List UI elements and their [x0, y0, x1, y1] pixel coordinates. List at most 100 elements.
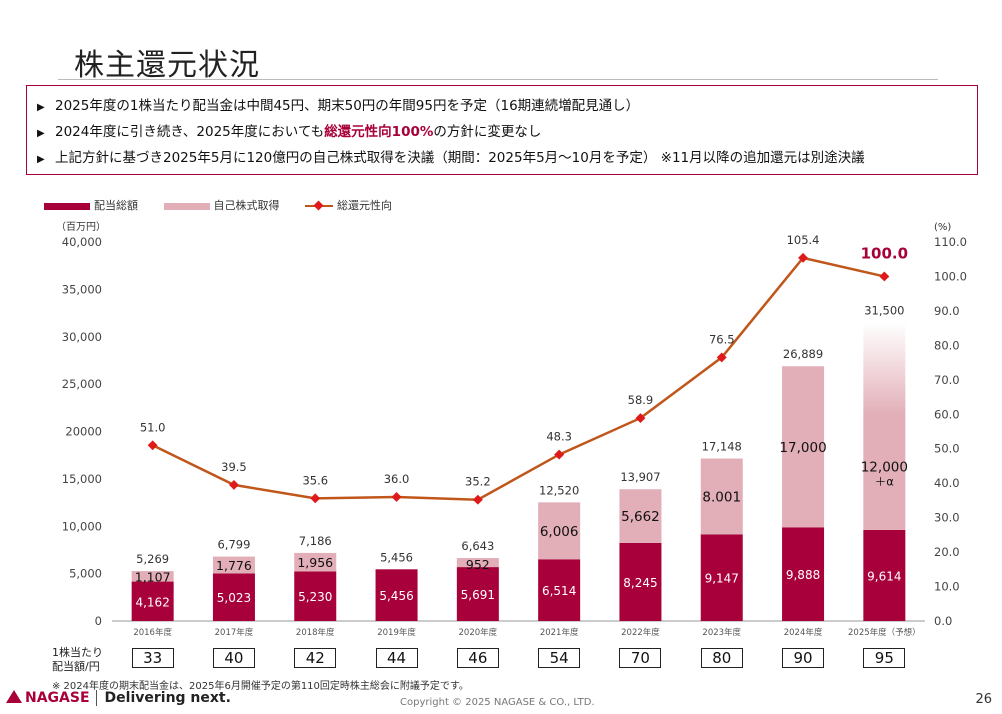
bar-buyback	[212, 556, 255, 574]
legend-swatch-dividend	[44, 202, 90, 210]
nagase-logo-icon	[6, 690, 22, 703]
legend-swatch-payout	[305, 201, 333, 211]
legend-label-payout: 総還元性向	[337, 199, 392, 212]
x-tick-label: 2022年度	[621, 627, 660, 638]
y-left-tick-label: 40,000	[62, 235, 102, 249]
bar-buyback	[863, 322, 906, 530]
shareholder-return-chart: （百万円） 0 5,000 10,000 15,000 20000 25,000 30,000…	[56, 221, 967, 638]
x-tick-label: 2021年度	[540, 627, 579, 638]
dps-label: 1株当たり 配当額/円	[52, 646, 103, 674]
bullet-2-highlight: 総還元性向100%	[324, 124, 434, 140]
footnote: ※ 2024年度の期末配当金は、2025年6月開催予定の第110回定時株主総会に…	[52, 681, 469, 692]
dps-box: 44	[375, 648, 418, 668]
y-left-tick-label: 30,000	[62, 330, 102, 344]
legend-item-payout: 総還元性向	[305, 197, 392, 213]
x-tick-label: 2017年度	[215, 627, 254, 638]
bullet-3-text: 上記方針に基づき2025年5月に120億円の自己株式取得を決議（期間：2025年…	[55, 150, 865, 166]
x-tick-label: 2025年度（予想）	[848, 627, 921, 638]
bar-dividend	[782, 527, 825, 621]
payout-label: 36.0	[384, 472, 410, 486]
legend-label-buyback: 自己株式取得	[213, 199, 280, 212]
company-logo: NAGASE Delivering next.	[6, 690, 231, 706]
payout-label: 39.5	[221, 460, 247, 474]
y-right-tick-label: 10.0	[934, 580, 960, 594]
x-tick-label: 2023年度	[702, 627, 741, 638]
bar-buyback	[294, 552, 337, 572]
y-right-tick-label: 20.0	[934, 545, 960, 559]
bullet-2: ▶ 2024年度に引き続き、2025年度においても総還元性向100%の方針に変更な…	[37, 120, 977, 146]
bullet-1-text: 2025年度の1株当たり配当金は中間45円、期末50円の年間95円を予定（16期…	[55, 98, 640, 114]
y-left-tick-label: 0	[95, 614, 102, 628]
bar-buyback-label: 1,107	[135, 569, 171, 584]
dps-label-line2: 配当額/円	[52, 660, 100, 673]
copyright: Copyright © 2025 NAGASE & CO., LTD.	[400, 697, 595, 708]
bar-dividend-label: 5,456	[379, 589, 413, 603]
title-underline	[58, 79, 938, 80]
legend-item-dividend: 配当総額	[44, 197, 138, 213]
bar-total-label: 26,889	[783, 347, 823, 361]
dps-box: 95	[863, 648, 906, 668]
bar-total-label: 5,456	[380, 550, 413, 564]
dps-label-line1: 1株当たり	[52, 646, 103, 659]
dps-box: 70	[619, 648, 662, 668]
bar-dividend	[700, 534, 743, 621]
y-right-tick-label: 60.0	[934, 407, 960, 421]
bar-buyback	[538, 502, 581, 560]
triangle-bullet-icon: ▶	[37, 154, 45, 165]
y-right-tick-label: 100.0	[934, 269, 967, 283]
bullet-1: ▶ 2025年度の1株当たり配当金は中間45円、期末50円の年間95円を予定（16…	[37, 94, 977, 120]
dps-box: 40	[212, 648, 255, 668]
chart-plot-area: （百万円） 0 5,000 10,000 15,000 20000 25,000 30,000…	[56, 221, 967, 638]
bar-buyback-label: 6,006	[540, 524, 579, 540]
bar-dividend-label: 9,614	[867, 569, 901, 583]
payout-label: 58.9	[628, 393, 654, 407]
dps-box: 90	[782, 648, 825, 668]
bar-buyback-label: 952	[466, 557, 490, 572]
bar-total-label: 12,520	[539, 483, 579, 497]
dps-box: 42	[294, 648, 337, 668]
bar-buyback-label-extra: ＋α	[875, 474, 894, 488]
y-right-tick-label: 80.0	[934, 338, 960, 352]
x-tick-label: 2024年度	[784, 627, 823, 638]
bar-dividend	[863, 529, 906, 621]
logo-brand: NAGASE	[25, 690, 90, 706]
y-left-axis-title: （百万円）	[56, 221, 106, 233]
bar-buyback	[619, 489, 662, 543]
bar-buyback-label: 5,662	[621, 509, 660, 525]
page-number: 26	[975, 692, 992, 707]
bar-dividend-label: 5,691	[461, 588, 495, 602]
payout-marker	[472, 494, 483, 505]
payout-marker	[147, 440, 158, 451]
bar-buyback-label: 12,000	[861, 459, 908, 475]
y-right-tick-label: 50.0	[934, 442, 960, 456]
payout-label: 51.0	[140, 420, 166, 434]
legend-label-dividend: 配当総額	[94, 199, 138, 212]
payout-marker	[879, 271, 890, 282]
bar-dividend-label: 9,147	[705, 572, 739, 586]
dps-box: 33	[131, 648, 174, 668]
bar-total-label: 5,269	[136, 552, 169, 566]
payout-marker	[391, 492, 402, 502]
payout-marker	[554, 449, 565, 460]
bar-buyback-label: 8.001	[702, 489, 741, 505]
bar-dividend-label: 6,514	[542, 584, 576, 598]
bar-dividend	[538, 559, 581, 621]
bar-total-label: 7,186	[299, 534, 332, 548]
chart-legend: 配当総額 自己株式取得 総還元性向	[44, 197, 414, 213]
y-right-tick-label: 90.0	[934, 304, 960, 318]
bar-buyback	[456, 558, 499, 568]
payout-label: 35.6	[302, 473, 328, 487]
bar-total-label: 13,907	[620, 470, 660, 484]
y-right-tick-label: 40.0	[934, 476, 960, 490]
bar-buyback	[131, 571, 174, 582]
bullet-3: ▶ 上記方針に基づき2025年5月に120億円の自己株式取得を決議（期間：2025…	[37, 146, 977, 172]
payout-marker	[635, 413, 646, 424]
payout-marker	[798, 252, 808, 263]
bar-buyback	[782, 366, 825, 528]
legend-swatch-buyback	[163, 202, 210, 210]
payout-label: 48.3	[546, 430, 572, 444]
bar-dividend	[619, 542, 662, 621]
y-left-tick-label: 5,000	[69, 567, 102, 581]
y-left-tick-label: 10,000	[62, 519, 102, 533]
dps-box: 46	[456, 648, 499, 668]
